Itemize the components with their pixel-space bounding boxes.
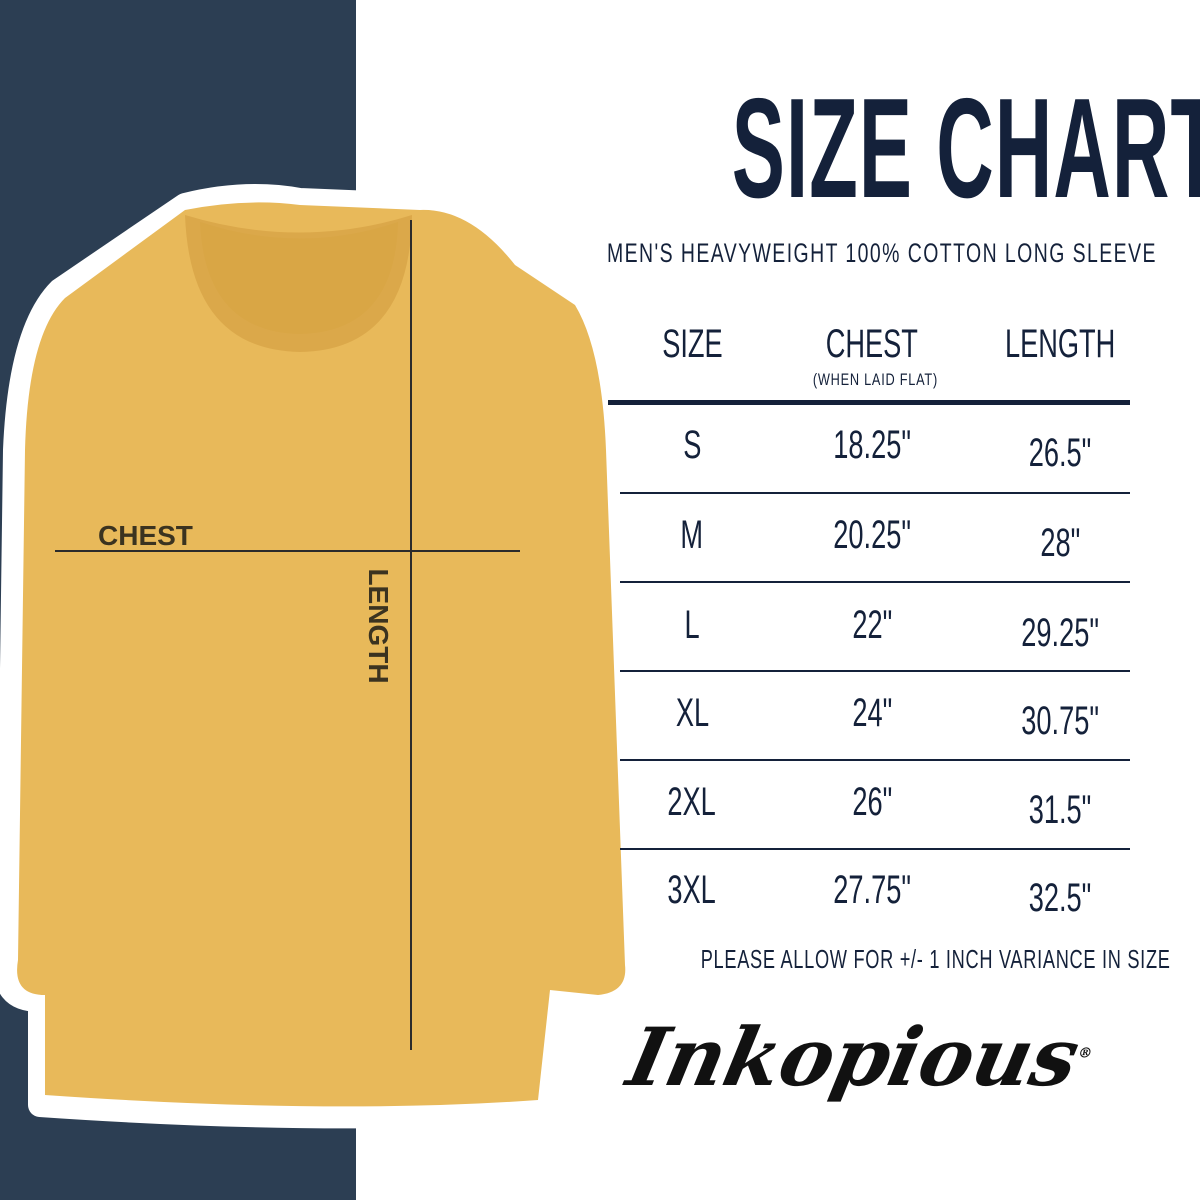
table-cell-chest: 24" [852, 691, 892, 735]
table-cell-size: XL [675, 691, 709, 735]
brand-logo: Inkopious® [620, 1010, 1094, 1104]
shirt-body [17, 202, 626, 1107]
table-cell-chest: 18.25" [833, 423, 911, 467]
table-cell-chest: 22" [852, 603, 892, 647]
table-cell-size: S [682, 423, 702, 467]
header-size: SIZE [661, 322, 723, 366]
table-cell-length: 26.5" [1028, 431, 1092, 475]
row-divider [620, 759, 1130, 761]
table-cell-length: 30.75" [1021, 699, 1099, 743]
table-cell-size: 2XL [667, 780, 717, 824]
table-cell-chest: 26" [852, 780, 892, 824]
header-chest: CHEST [825, 322, 919, 366]
table-cell-length: 28" [1040, 521, 1080, 565]
subtitle: MEN'S HEAVYWEIGHT 100% COTTON LONG SLEEV… [606, 238, 1157, 268]
length-measure-label: LENGTH [363, 568, 394, 684]
page-title: SIZE CHART [731, 69, 1200, 228]
variance-note: PLEASE ALLOW FOR +/- 1 INCH VARIANCE IN … [700, 944, 1171, 974]
table-cell-length: 32.5" [1028, 876, 1092, 920]
table-cell-length: 29.25" [1021, 611, 1099, 655]
row-divider [620, 492, 1130, 494]
header-divider [608, 400, 1130, 405]
table-cell-chest: 20.25" [833, 513, 911, 557]
table-cell-length: 31.5" [1028, 788, 1092, 832]
row-divider [620, 581, 1130, 583]
long-sleeve-shirt-illustration [0, 184, 648, 1129]
chest-measure-label: CHEST [98, 520, 193, 551]
header-chest-note: (WHEN LAID FLAT) [812, 370, 938, 389]
table-cell-size: M [680, 513, 704, 557]
row-divider [620, 670, 1130, 672]
table-cell-size: L [684, 603, 700, 647]
header-length: LENGTH [1004, 322, 1116, 366]
table-cell-size: 3XL [667, 868, 717, 912]
row-divider [620, 848, 1130, 850]
table-cell-chest: 27.75" [833, 868, 911, 912]
